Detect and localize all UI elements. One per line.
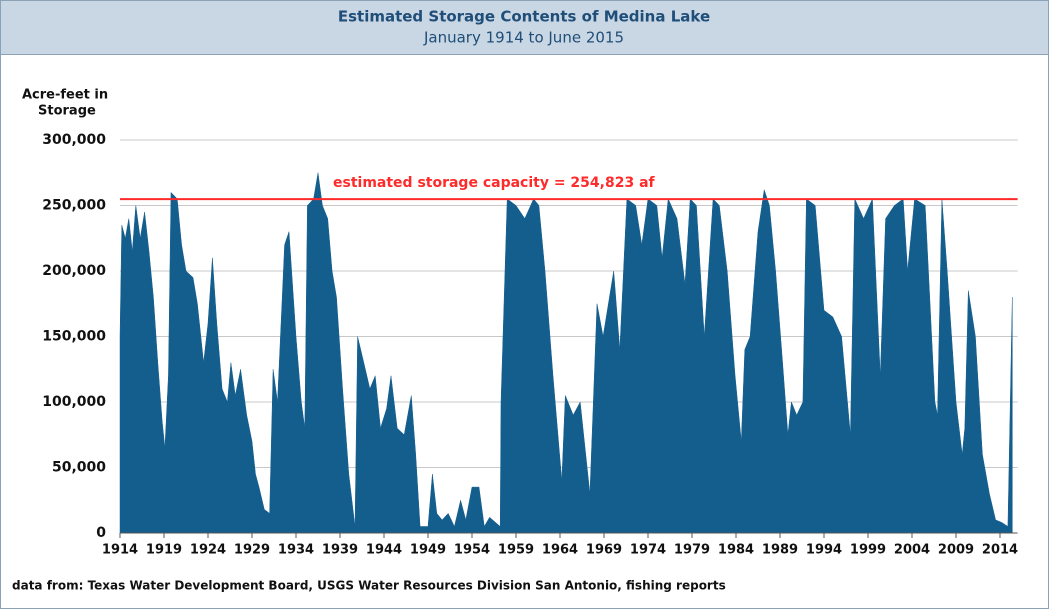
x-tick-label: 1924	[190, 543, 226, 558]
x-tick-label: 1919	[146, 543, 182, 558]
x-tick-label: 1974	[630, 543, 666, 558]
x-tick-label: 2004	[894, 543, 930, 558]
y-tick-label: 250,000	[42, 198, 106, 214]
y-axis-title: Acre-feet in	[22, 88, 108, 103]
x-tick-label: 1954	[454, 543, 490, 558]
x-tick-label: 1934	[278, 543, 314, 558]
chart-subtitle: January 1914 to June 2015	[423, 29, 624, 47]
y-tick-label: 150,000	[42, 329, 106, 345]
x-tick-label: 1969	[586, 543, 622, 558]
x-tick-label: 1959	[498, 543, 534, 558]
x-tick-label: 1989	[762, 543, 798, 558]
x-tick-label: 1999	[850, 543, 886, 558]
x-tick-label: 2009	[938, 543, 974, 558]
title-bar	[0, 0, 1049, 55]
y-tick-label: 300,000	[42, 132, 106, 148]
y-tick-label: 200,000	[42, 263, 106, 279]
chart-title: Estimated Storage Contents of Medina Lak…	[338, 8, 710, 26]
x-tick-label: 1964	[542, 543, 578, 558]
x-tick-label: 1979	[674, 543, 710, 558]
x-tick-label: 2014	[982, 543, 1018, 558]
y-tick-label: 0	[96, 525, 106, 541]
y-tick-label: 50,000	[52, 460, 106, 476]
y-tick-label: 100,000	[42, 394, 106, 410]
source-note: data from: Texas Water Development Board…	[12, 579, 726, 593]
x-tick-label: 1984	[718, 543, 754, 558]
x-tick-label: 1914	[102, 543, 138, 558]
x-tick-label: 1949	[410, 543, 446, 558]
x-tick-label: 1939	[322, 543, 358, 558]
area	[119, 172, 1013, 534]
x-tick-label: 1929	[234, 543, 270, 558]
x-tick-label: 1994	[806, 543, 842, 558]
annotation: estimated storage capacity = 254,823 af	[333, 175, 656, 191]
y-axis-title: Storage	[38, 104, 96, 119]
x-tick-label: 1944	[366, 543, 402, 558]
